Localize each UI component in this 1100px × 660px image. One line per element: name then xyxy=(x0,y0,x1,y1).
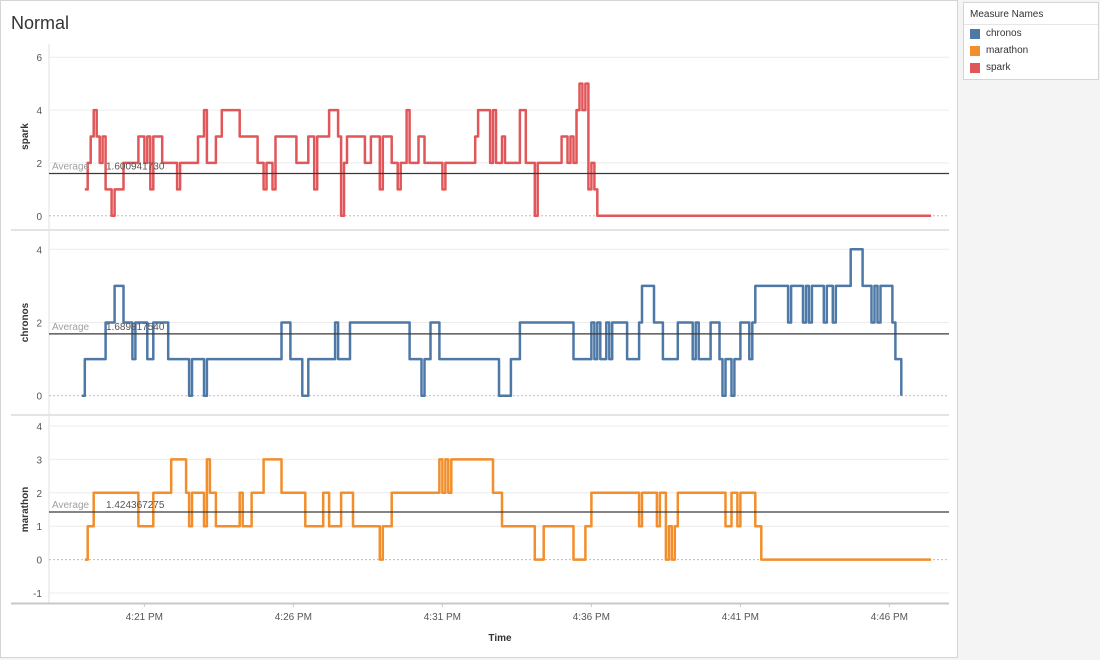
x-tick-label-41: 4:41 PM xyxy=(722,612,759,623)
x-tick-label-21: 4:21 PM xyxy=(126,612,163,623)
legend-label-chronos: chronos xyxy=(986,28,1022,39)
y-tick-label-marathon-3: 3 xyxy=(36,455,42,466)
y-tick-label-marathon-0: 0 xyxy=(36,556,42,567)
average-value-marathon: 1.424367275 xyxy=(106,500,165,511)
y-tick-label-spark-6: 6 xyxy=(36,53,42,64)
y-axis-label-marathon: marathon xyxy=(20,487,31,533)
chart-canvas: 0 2 4 6 spark Average 1.600941730 0 2 4 chronos Ave… xyxy=(11,44,949,644)
series-line-marathon xyxy=(84,458,932,561)
legend-swatch-spark xyxy=(970,62,980,73)
x-tick-label-36: 4:36 PM xyxy=(573,612,610,623)
y-tick-label-chronos-2: 2 xyxy=(36,319,42,330)
series-line-chronos xyxy=(81,248,903,397)
legend-swatch-chronos xyxy=(970,28,980,39)
y-tick-label-chronos-0: 0 xyxy=(36,392,42,403)
y-tick-label-marathon--1: -1 xyxy=(33,589,42,600)
chart-panel: Normal 0 2 4 6 spark Average 1.600941730 0 2 4 chr… xyxy=(0,0,958,658)
average-label-chronos: Average xyxy=(52,322,90,333)
legend-item-chronos[interactable]: chronos xyxy=(964,25,1098,42)
legend-label-marathon: marathon xyxy=(986,45,1029,56)
x-tick-label-31: 4:31 PM xyxy=(424,612,461,623)
legend-swatch-marathon xyxy=(970,45,980,56)
average-value-chronos: 1.689817540 xyxy=(106,322,165,333)
legend-label-spark: spark xyxy=(986,62,1011,73)
y-tick-label-marathon-2: 2 xyxy=(36,489,42,500)
y-tick-label-marathon-4: 4 xyxy=(36,422,42,433)
legend-item-spark[interactable]: spark xyxy=(964,59,1098,76)
y-tick-label-chronos-4: 4 xyxy=(36,245,42,256)
legend-title: Measure Names xyxy=(964,3,1098,25)
legend: Measure Names chronos marathon spark xyxy=(963,2,1099,80)
legend-item-marathon[interactable]: marathon xyxy=(964,42,1098,59)
average-value-spark: 1.600941730 xyxy=(106,161,165,172)
y-axis-label-chronos: chronos xyxy=(20,302,31,342)
average-label-marathon: Average xyxy=(52,500,90,511)
chart-title: Normal xyxy=(11,13,70,33)
series-line-spark xyxy=(84,82,932,218)
x-tick-label-46: 4:46 PM xyxy=(871,612,908,623)
y-tick-label-marathon-1: 1 xyxy=(36,522,42,533)
y-tick-label-spark-2: 2 xyxy=(36,159,42,170)
x-tick-label-26: 4:26 PM xyxy=(275,612,312,623)
x-axis-label: Time xyxy=(488,633,512,644)
average-label-spark: Average xyxy=(52,161,90,172)
y-tick-label-spark-0: 0 xyxy=(36,212,42,223)
y-tick-label-spark-4: 4 xyxy=(36,106,42,117)
y-axis-label-spark: spark xyxy=(20,123,31,150)
